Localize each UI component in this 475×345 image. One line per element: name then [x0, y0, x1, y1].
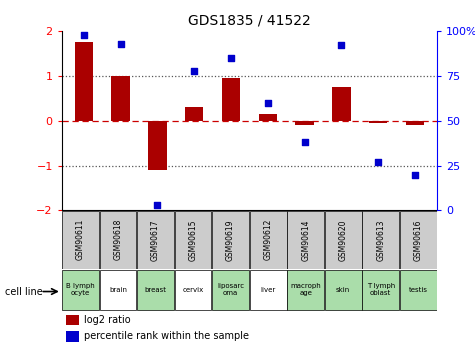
Point: [117, 41, 124, 46]
Point: [80, 32, 87, 37]
Bar: [222, 78, 240, 121]
Bar: [400, 269, 437, 310]
Bar: [212, 211, 249, 268]
Point: [411, 172, 419, 177]
Bar: [362, 269, 399, 310]
Point: [153, 202, 161, 208]
Bar: [295, 121, 314, 125]
Bar: [287, 269, 324, 310]
Bar: [100, 211, 136, 268]
Text: macroph
age: macroph age: [290, 283, 321, 296]
Bar: [148, 121, 167, 170]
Point: [301, 139, 308, 145]
Text: T lymph
oblast: T lymph oblast: [367, 283, 395, 296]
Bar: [175, 211, 211, 268]
Text: cell line: cell line: [5, 287, 42, 296]
Text: GSM90616: GSM90616: [414, 219, 423, 260]
Text: liposarc
oma: liposarc oma: [217, 283, 244, 296]
Text: B lymph
ocyte: B lymph ocyte: [66, 283, 95, 296]
Bar: [212, 269, 249, 310]
Bar: [66, 315, 79, 325]
Bar: [287, 211, 324, 268]
Text: GSM90615: GSM90615: [189, 219, 198, 260]
Text: GSM90612: GSM90612: [264, 219, 273, 260]
Point: [190, 68, 198, 73]
Text: liver: liver: [260, 287, 276, 293]
Bar: [62, 269, 99, 310]
Bar: [362, 211, 399, 268]
Bar: [250, 269, 286, 310]
Point: [338, 43, 345, 48]
Text: percentile rank within the sample: percentile rank within the sample: [84, 332, 249, 341]
Text: log2 ratio: log2 ratio: [84, 315, 131, 325]
Point: [374, 159, 382, 165]
Text: GSM90611: GSM90611: [76, 219, 85, 260]
Bar: [332, 87, 351, 121]
Point: [264, 100, 272, 106]
Bar: [137, 211, 174, 268]
Text: GSM90614: GSM90614: [301, 219, 310, 260]
Text: brain: brain: [109, 287, 127, 293]
Bar: [325, 211, 361, 268]
Bar: [185, 107, 203, 121]
Title: GDS1835 / 41522: GDS1835 / 41522: [188, 13, 311, 27]
Bar: [112, 76, 130, 121]
Bar: [325, 269, 361, 310]
Bar: [137, 269, 174, 310]
Bar: [175, 269, 211, 310]
Point: [227, 55, 235, 61]
Bar: [62, 211, 99, 268]
Bar: [250, 211, 286, 268]
Bar: [258, 114, 277, 121]
Bar: [75, 42, 93, 121]
Text: cervix: cervix: [182, 287, 204, 293]
Bar: [100, 269, 136, 310]
Text: skin: skin: [336, 287, 350, 293]
Bar: [400, 211, 437, 268]
Text: breast: breast: [144, 287, 167, 293]
Text: GSM90618: GSM90618: [114, 219, 123, 260]
Bar: [369, 121, 387, 123]
Bar: [406, 121, 424, 125]
Text: GSM90613: GSM90613: [376, 219, 385, 260]
Text: GSM90620: GSM90620: [339, 219, 348, 260]
Text: testis: testis: [408, 287, 428, 293]
Bar: [66, 331, 79, 342]
Text: GSM90617: GSM90617: [151, 219, 160, 260]
Text: GSM90619: GSM90619: [226, 219, 235, 260]
